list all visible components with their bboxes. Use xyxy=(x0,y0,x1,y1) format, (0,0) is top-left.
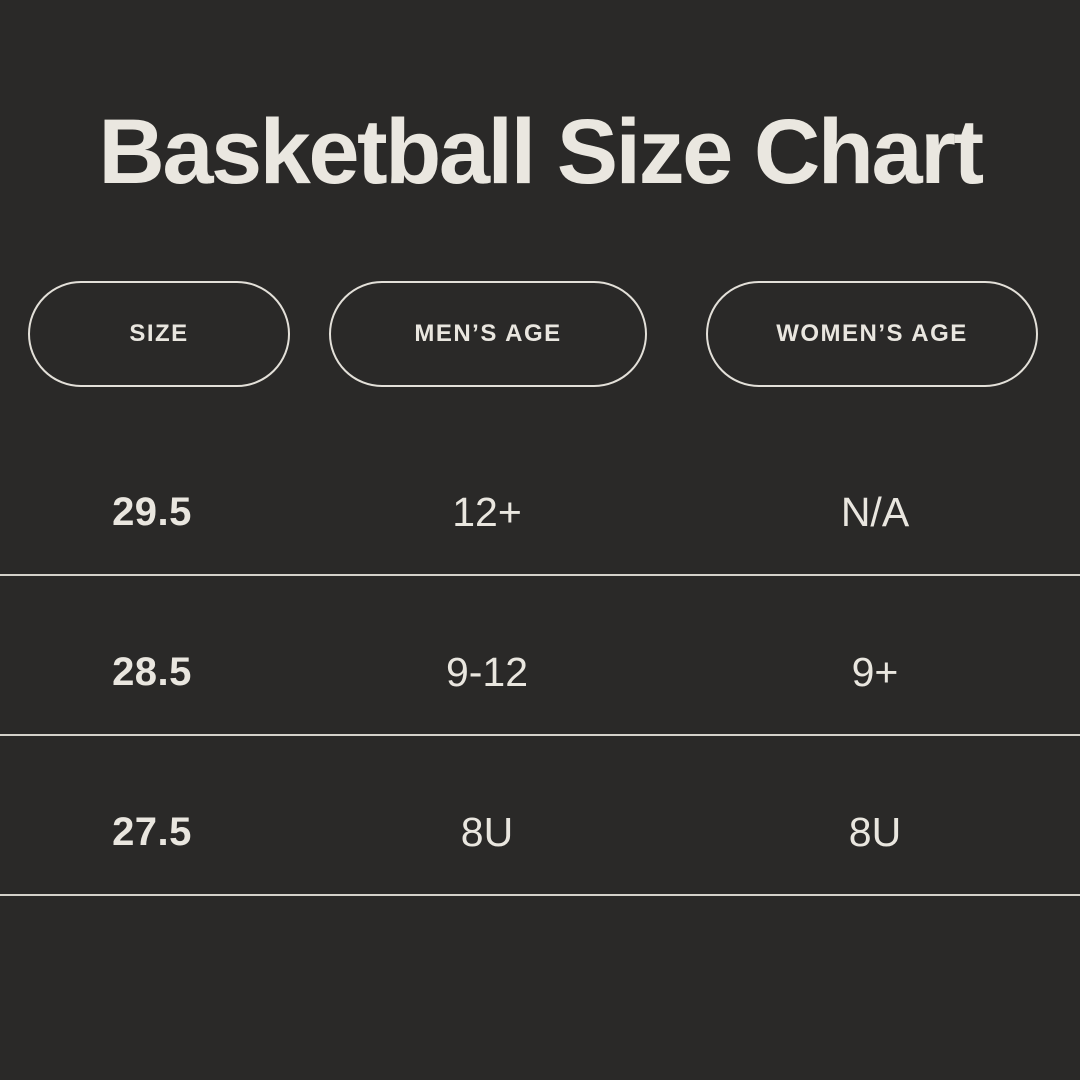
size-table: 29.5 12+ N/A 28.5 9-12 9+ 27.5 8U 8U xyxy=(0,416,1080,896)
cell-womens-age: 8U xyxy=(848,808,902,855)
table-row-27-5: 27.5 8U 8U xyxy=(0,736,1080,896)
cell-womens-age: N/A xyxy=(840,488,910,535)
table-row-28-5: 28.5 9-12 9+ xyxy=(0,576,1080,736)
column-header-size-label: SIZE xyxy=(129,320,189,347)
cell-size: 27.5 xyxy=(112,809,192,854)
column-header-womens-age-label: WOMEN’S AGE xyxy=(776,320,968,347)
column-header-size: SIZE xyxy=(28,281,290,387)
cell-size: 29.5 xyxy=(112,489,192,534)
cell-mens-age: 9-12 xyxy=(445,648,529,695)
cell-womens-age: 9+ xyxy=(851,648,899,695)
column-header-womens-age: WOMEN’S AGE xyxy=(706,281,1038,387)
cell-size: 28.5 xyxy=(112,649,192,694)
page-title: Basketball Size Chart xyxy=(98,101,984,203)
column-header-mens-age: MEN’S AGE xyxy=(329,281,647,387)
cell-mens-age: 8U xyxy=(460,808,514,855)
cell-mens-age: 12+ xyxy=(452,488,522,535)
column-header-mens-age-label: MEN’S AGE xyxy=(414,320,562,347)
table-row-29-5: 29.5 12+ N/A xyxy=(0,416,1080,576)
